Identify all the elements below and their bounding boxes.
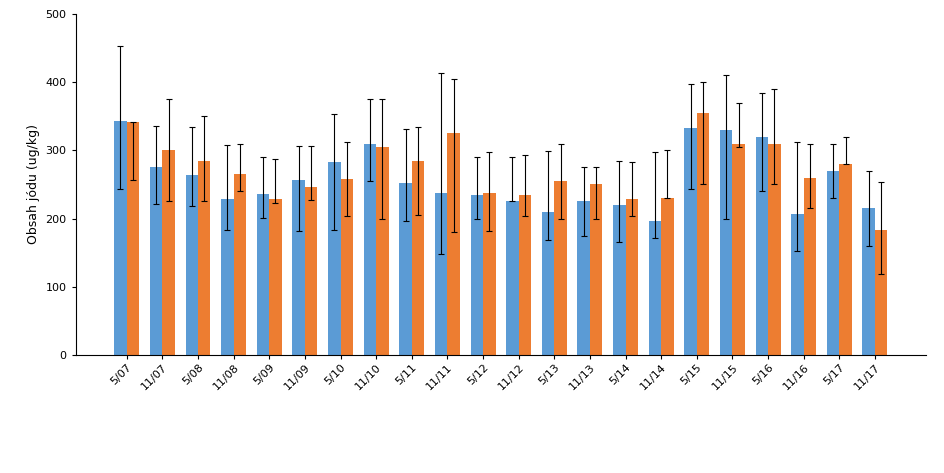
Bar: [661, 198, 673, 355]
Bar: [613, 205, 625, 355]
Bar: [198, 161, 211, 355]
Bar: [826, 171, 838, 355]
Legend: Polotučné mléko, Odtučněné mléko: Polotučné mléko, Odtučněné mléko: [355, 470, 646, 473]
Bar: [862, 208, 874, 355]
Bar: [150, 167, 162, 355]
Bar: [340, 179, 353, 355]
Bar: [292, 180, 305, 355]
Bar: [269, 200, 281, 355]
Bar: [506, 201, 518, 355]
Bar: [399, 183, 412, 355]
Bar: [482, 193, 495, 355]
Bar: [541, 212, 554, 355]
Bar: [114, 121, 126, 355]
Bar: [328, 162, 340, 355]
Bar: [625, 200, 637, 355]
Bar: [518, 195, 531, 355]
Bar: [790, 214, 802, 355]
Bar: [589, 184, 601, 355]
Bar: [554, 181, 566, 355]
Bar: [719, 130, 732, 355]
Bar: [126, 122, 139, 355]
Bar: [683, 128, 696, 355]
Bar: [363, 144, 376, 355]
Bar: [755, 137, 767, 355]
Bar: [732, 144, 744, 355]
Bar: [376, 147, 388, 355]
Bar: [648, 220, 661, 355]
Bar: [221, 200, 233, 355]
Bar: [185, 175, 198, 355]
Bar: [412, 161, 424, 355]
Bar: [696, 113, 709, 355]
Bar: [874, 230, 886, 355]
Bar: [447, 133, 460, 355]
Bar: [838, 164, 851, 355]
Bar: [162, 150, 175, 355]
Bar: [305, 186, 317, 355]
Bar: [233, 174, 245, 355]
Y-axis label: Obsah jódu (ug/kg): Obsah jódu (ug/kg): [26, 124, 40, 245]
Bar: [470, 195, 482, 355]
Bar: [802, 178, 816, 355]
Bar: [257, 194, 269, 355]
Bar: [577, 201, 589, 355]
Bar: [434, 193, 447, 355]
Bar: [767, 144, 780, 355]
